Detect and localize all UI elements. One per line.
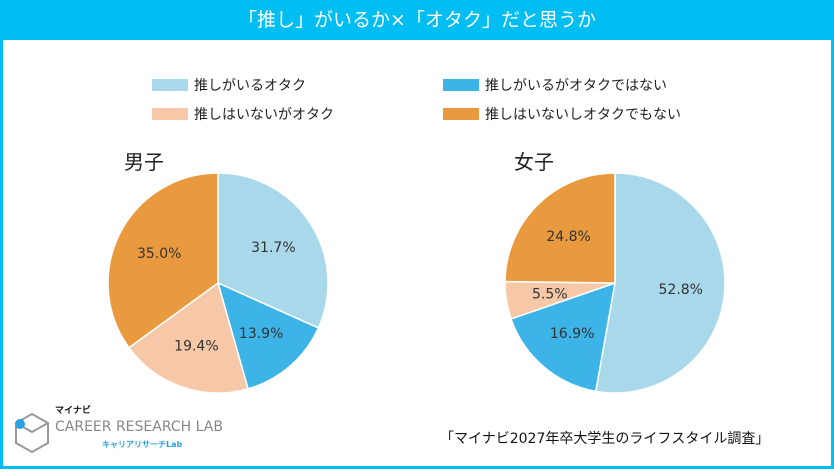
pie-slice	[594, 172, 726, 394]
pie-data-label: 13.9%	[239, 326, 283, 342]
pie-slice	[217, 172, 329, 329]
pie-data-label: 16.9%	[550, 326, 594, 342]
pie-slice	[504, 172, 616, 284]
logo-brand: マイナビ	[55, 406, 91, 416]
pie-data-label: 5.5%	[532, 287, 568, 303]
legend-swatch	[152, 108, 188, 120]
legend-label: 推しはいないがオタク	[194, 107, 334, 123]
pie-title-male: 男子	[124, 150, 164, 174]
pie-title-female: 女子	[514, 150, 554, 174]
legend-swatch	[443, 79, 479, 91]
pie-slice	[107, 172, 219, 349]
pie-data-label: 19.4%	[174, 338, 218, 354]
logo-cube-icon	[15, 412, 49, 454]
logo-sub: キャリアリサーチLab	[102, 440, 183, 449]
chart-title: 「推し」がいるか×「オタク」だと思うか	[0, 0, 834, 40]
legend-label: 推しがいるオタク	[194, 78, 306, 94]
legend-swatch	[152, 79, 188, 91]
logo-name: CAREER RESEARCH LAB	[55, 419, 223, 435]
legend-label: 推しはいないしオタクでもない	[485, 107, 681, 123]
pie-data-label: 35.0%	[137, 246, 181, 262]
legend-item: 推しはいないしオタクでもない	[443, 104, 681, 124]
legend-swatch	[443, 108, 479, 120]
legend-item: 推しはいないがオタク	[152, 104, 334, 124]
source-note: 「マイナビ2027年卒大学生のライフスタイル調査」	[440, 431, 770, 447]
pie-data-label: 52.8%	[659, 282, 703, 298]
legend-item: 推しがいるオタク	[152, 75, 306, 95]
pie-data-label: 31.7%	[251, 240, 295, 256]
pie-slice	[216, 281, 320, 390]
career-research-lab-logo: マイナビ CAREER RESEARCH LAB キャリアリサーチLab	[10, 406, 230, 460]
pie-data-label: 24.8%	[546, 229, 590, 245]
pie-slice	[127, 281, 249, 394]
legend-item: 推しがいるがオタクではない	[443, 75, 667, 95]
legend-label: 推しがいるがオタクではない	[485, 78, 667, 94]
